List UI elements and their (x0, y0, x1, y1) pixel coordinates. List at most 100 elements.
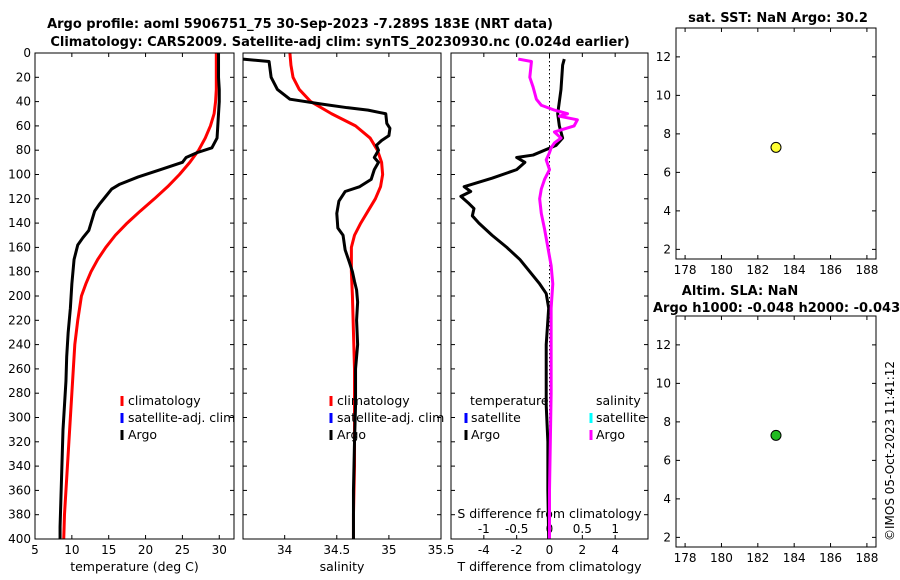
x-tick-label: 182 (746, 551, 769, 565)
axes-frame (242, 52, 442, 540)
panel-sst: 178 180 182 184 186 188 2 4 6 8 10 12 sat. SST: NaN … (656, 11, 879, 277)
x-tick-label-s: -0.5 (505, 522, 528, 536)
title-line-2: Climatology: CARS2009. Satellite-adj cli… (50, 35, 629, 50)
x-tick-label: 188 (855, 551, 878, 565)
y-tick-label: 240 (8, 338, 31, 352)
y-tick-label: 220 (8, 313, 31, 327)
y-tick-label: 140 (8, 216, 31, 230)
legend-label: satellite-adj. clim (128, 410, 235, 425)
y-tick-label: 8 (663, 415, 671, 429)
y-tick-label: 340 (8, 459, 31, 473)
x-tick-label: 35 (381, 543, 396, 557)
y-tick-label: 6 (663, 165, 671, 179)
x-tick-label: 5 (31, 543, 39, 557)
y-tick-label: 380 (8, 508, 31, 522)
panel-salinity: 34 34.5 35 35.5 salinity climatology satellite… (242, 52, 455, 574)
x-tick-label: 25 (175, 543, 190, 557)
x-tick-label: 184 (783, 551, 806, 565)
y-tick-label: 4 (663, 492, 671, 506)
x-tick-label-s: 0.5 (573, 522, 592, 536)
y-tick-label: 400 (8, 532, 31, 546)
x-tick-label: 184 (783, 263, 806, 277)
y-tick-label: 180 (8, 265, 31, 279)
imos-timestamp: ©IMOS 05-Oct-2023 11:41:12 (883, 361, 897, 541)
x-tick-label: -2 (511, 543, 523, 557)
y-tick-label: 2 (663, 530, 671, 544)
data-point (770, 141, 782, 153)
y-tick-label: 280 (8, 386, 31, 400)
y-tick-label: 8 (663, 127, 671, 141)
axes-frame (34, 52, 235, 540)
y-tick-label: 0 (23, 46, 31, 60)
series-climatology (62, 53, 218, 540)
y-tick-label: 160 (8, 240, 31, 254)
x-tick-label: 178 (674, 263, 697, 277)
y-tick-label: 200 (8, 289, 31, 303)
title-line-1: Argo profile: aoml 5906751_75 30-Sep-202… (47, 17, 553, 32)
x-tick-label-s: 1 (611, 522, 619, 536)
x-tick-label: 4 (611, 543, 619, 557)
x-tick-label: 0 (546, 543, 554, 557)
legend-label: satellite (471, 410, 521, 425)
legend-label: Argo (596, 427, 625, 442)
axes-frame (450, 52, 649, 540)
axes-frame (675, 315, 877, 548)
panel-sla: 178 180 182 184 186 188 2 4 6 8 10 12 Altim. SLA: Na… (653, 284, 900, 565)
y-tick-label: 80 (16, 143, 31, 157)
x-tick-label: 34 (277, 543, 292, 557)
y-tick-label: 12 (656, 338, 671, 352)
series-temperature-argo (459, 58, 566, 540)
x-tick-label: 182 (746, 263, 769, 277)
y-tick-label: 360 (8, 483, 31, 497)
legend-label: climatology (128, 393, 201, 408)
y-tick-label: 20 (16, 70, 31, 84)
x-tick-label: 34.5 (323, 543, 350, 557)
data-point (770, 429, 782, 441)
y-tick-label: 2 (663, 242, 671, 256)
x-tick-label: 35.5 (428, 543, 455, 557)
x-tick-label: 188 (855, 263, 878, 277)
panel-temperature: 0 20 40 60 80 100 120 140 160 180 200 220 240 260 280 3… (8, 46, 235, 574)
legend-label: Argo (471, 427, 500, 442)
x-tick-label: 10 (64, 543, 79, 557)
y-tick-label: 100 (8, 168, 31, 182)
series-salinity-argo (518, 57, 579, 539)
y-tick-label: 6 (663, 453, 671, 467)
legend-label: climatology (337, 393, 410, 408)
chart-subtitle: Argo h1000: -0.048 h2000: -0.043 (653, 301, 900, 316)
y-tick-label: 320 (8, 435, 31, 449)
x-tick-label: 15 (101, 543, 116, 557)
y-tick-label: 60 (16, 119, 31, 133)
chart-title: Altim. SLA: NaN (682, 284, 798, 299)
y-tick-label: 120 (8, 192, 31, 206)
y-tick-label: 300 (8, 411, 31, 425)
x-tick-label: 178 (674, 551, 697, 565)
legend-header-salinity: salinity (596, 393, 641, 408)
legend-label: satellite (596, 410, 646, 425)
y-tick-label: 260 (8, 362, 31, 376)
x-tick-label: 20 (138, 543, 153, 557)
y-tick-label: 12 (656, 50, 671, 64)
x-axis-label: temperature (deg C) (70, 559, 199, 574)
legend-label: Argo (337, 427, 366, 442)
y-tick-label: 4 (663, 204, 671, 218)
y-tick-label: 10 (656, 376, 671, 390)
legend-label: Argo (128, 427, 157, 442)
series-climatology (288, 52, 385, 539)
x-axis-label: T difference from climatology (456, 559, 642, 574)
y-tick-label: 10 (656, 88, 671, 102)
legend-header-temperature: temperature (470, 393, 549, 408)
x-axis-label: salinity (320, 559, 365, 574)
x-tick-label: 186 (819, 263, 842, 277)
x-tick-label-s: -1 (478, 522, 490, 536)
x-tick-label: 180 (710, 263, 733, 277)
x-tick-label: 2 (579, 543, 587, 557)
x-tick-label: -4 (478, 543, 490, 557)
legend-label: satellite-adj. clim (337, 410, 444, 425)
axes-frame (675, 27, 877, 260)
chart-title: sat. SST: NaN Argo: 30.2 (688, 11, 868, 26)
x-tick-label: 180 (710, 551, 733, 565)
series-argo (58, 53, 221, 539)
series-argo (242, 57, 392, 539)
